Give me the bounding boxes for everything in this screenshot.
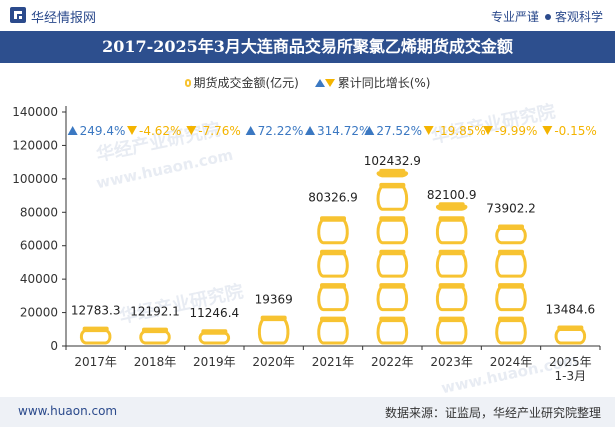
brand-name[interactable]: 华经情报网 — [31, 11, 97, 26]
growth-value-label: -7.76% — [198, 124, 240, 138]
growth-value-label: -9.99% — [495, 124, 537, 138]
coin-bar-segment — [435, 316, 468, 345]
x-tick-label: 2024年 — [490, 355, 533, 369]
coin-bar-segment — [376, 216, 409, 245]
top-bar: 华经情报网 专业严谨 客观科学 — [0, 0, 615, 31]
separator-dot-icon — [544, 14, 551, 20]
coin-bar-segment — [317, 249, 349, 278]
growth-up-triangle — [67, 126, 78, 135]
coin-bar-segment — [317, 216, 349, 245]
footer: www.huaon.com 数据来源：证监局，华经产业研究院整理 — [0, 397, 615, 427]
y-tick-label: 80000 — [20, 205, 58, 219]
x-tick-label: 2023年 — [430, 355, 473, 369]
growth-up-triangle — [245, 126, 256, 135]
bar-value-label: 13484.6 — [546, 302, 596, 316]
coin-bar-segment — [198, 329, 231, 345]
coin-bar-segment — [435, 249, 468, 278]
coin-bar-segment — [317, 316, 349, 345]
x-tick-label: 2019年 — [193, 355, 236, 369]
bar-value-label: 11246.4 — [190, 306, 240, 320]
x-tick-label: 1-3月 — [555, 369, 587, 383]
triangle-up-icon — [314, 78, 325, 87]
coin-bar-segment — [376, 249, 409, 278]
y-tick-label: 0 — [50, 339, 58, 353]
x-tick-label: 2017年 — [74, 355, 117, 369]
growth-value-label: 27.52% — [376, 124, 422, 138]
coin-bar-segment — [139, 327, 171, 345]
bar-value-label: 19369 — [255, 293, 293, 307]
x-tick-label: 2020年 — [252, 355, 295, 369]
chart-area: 0 20000 40000 60000 80000 100000 120000 140000 2… — [12, 105, 601, 383]
coin-bar-segment — [495, 249, 527, 278]
y-tick-label: 20000 — [20, 306, 58, 320]
y-tick-label: 140000 — [12, 105, 58, 119]
coin-bar-segment — [257, 315, 290, 345]
growth-down-triangle — [186, 126, 197, 135]
coin-bar-segment — [435, 216, 468, 245]
growth-value-label: 314.72% — [317, 124, 370, 138]
coin-bar-segment — [495, 316, 527, 345]
footer-url[interactable]: www.huaon.com — [18, 404, 118, 418]
tagline-right: 客观科学 — [554, 10, 603, 24]
coin-icon — [184, 78, 191, 87]
coin-bar-segment — [376, 168, 409, 178]
coin-bar-segment — [317, 283, 349, 312]
growth-up-triangle — [305, 126, 315, 135]
y-tick-label: 120000 — [12, 138, 58, 152]
tagline: 专业严谨 客观科学 — [491, 8, 603, 25]
growth-up-triangle — [364, 126, 375, 135]
coin-bar-segment — [376, 182, 409, 211]
x-tick-label: 2018年 — [134, 355, 177, 369]
x-tick-label: 2021年 — [312, 355, 355, 369]
growth-down-triangle — [542, 126, 553, 135]
coin-bar-segment — [435, 202, 468, 211]
y-tick-label: 100000 — [12, 172, 58, 186]
chart-title: 2017-2025年3月大连商品交易所聚氯乙烯期货成交金额 — [0, 31, 615, 63]
growth-value-label: 72.22% — [258, 124, 304, 138]
coin-bar-segment — [435, 283, 468, 312]
chart-legend: 期货成交金额(亿元) 累计同比增长(%) — [0, 74, 615, 92]
coin-bar-segment — [495, 224, 527, 245]
coin-bar-segment — [376, 316, 409, 345]
legend-label-amount: 期货成交金额(亿元) — [193, 76, 299, 90]
x-tick-label: 2022年 — [371, 355, 414, 369]
coin-bar-segment — [79, 326, 112, 345]
growth-value-label: -19.85% — [436, 124, 486, 138]
bar-value-label: 82100.9 — [427, 188, 477, 202]
coin-bar-segment — [495, 283, 527, 312]
y-tick-label: 60000 — [20, 239, 58, 253]
growth-value-label: -0.15% — [554, 124, 596, 138]
x-tick-label: 2025年 — [549, 355, 592, 369]
growth-down-triangle — [127, 126, 137, 135]
tagline-left: 专业严谨 — [490, 10, 539, 24]
legend-item-amount: 期货成交金额(亿元) — [184, 74, 299, 91]
bar-value-label: 80326.9 — [308, 191, 358, 205]
coin-bar-segment — [554, 325, 587, 345]
coin-bar-segment — [376, 283, 409, 312]
growth-value-label: -4.62% — [139, 124, 181, 138]
triangle-down-icon — [324, 78, 335, 87]
bar-value-label: 73902.2 — [486, 201, 536, 215]
legend-item-growth: 累计同比增长(%) — [314, 74, 431, 91]
growth-down-triangle — [483, 126, 493, 135]
footer-source: 数据来源：证监局，华经产业研究院整理 — [384, 406, 601, 420]
y-tick-label: 40000 — [20, 272, 58, 286]
bar-value-label: 102432.9 — [364, 154, 421, 168]
bar-value-label: 12783.3 — [71, 304, 121, 318]
legend-label-growth: 累计同比增长(%) — [337, 76, 431, 90]
growth-down-triangle — [423, 126, 434, 135]
growth-value-label: 249.4% — [80, 124, 126, 138]
logo-icon — [10, 7, 26, 23]
bar-value-label: 12192.1 — [130, 305, 180, 319]
